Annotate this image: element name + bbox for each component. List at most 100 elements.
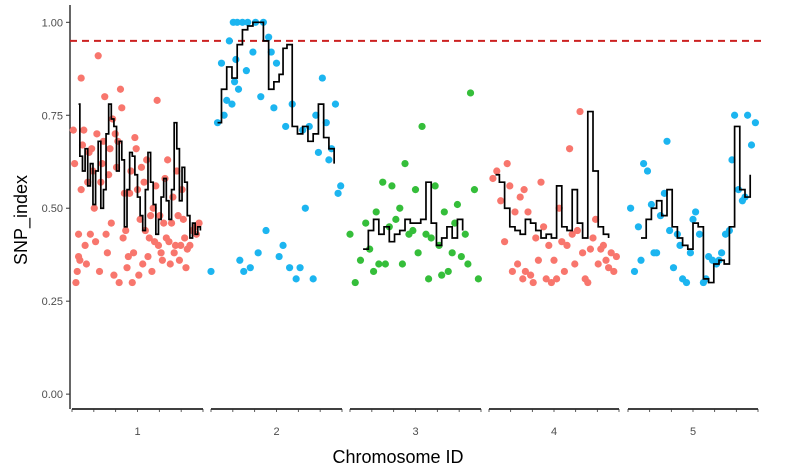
snp-point [692,208,700,216]
snp-point [605,264,613,272]
snp-point [207,267,215,276]
snp-point [129,249,138,257]
snp-point [230,78,239,86]
snp-point [331,100,340,108]
chromosome-5-group [627,111,760,287]
snp-point [566,145,574,153]
snp-point [88,145,96,153]
snp-point [520,186,528,194]
snp-point [94,52,102,60]
sliding-window-line-1 [78,103,202,239]
snp-point [379,178,387,186]
snp-point [521,267,530,276]
snp-point [233,18,241,26]
snp-point [448,249,456,257]
snp-point [511,208,519,216]
snp-point [375,260,383,268]
snp-point [213,119,222,127]
snp-point [602,256,610,264]
snp-point [607,249,615,257]
snp-point [573,226,582,235]
snp-point [165,238,173,246]
snp-point [470,186,479,194]
snp-point [682,278,691,287]
snp-point [236,256,244,264]
snp-point [457,252,465,261]
snp-point [744,111,752,119]
snp-point [90,204,98,212]
snp-point [118,104,126,112]
snp-point [550,256,558,264]
snp-point [301,204,309,212]
snp-point [137,163,146,171]
snp-point [516,193,524,201]
snp-point [95,267,104,276]
snp-point [174,212,182,220]
y-tick-label: 1.00 [42,17,63,29]
snp-point [666,226,674,235]
snp-point [124,252,132,261]
snp-point [135,271,143,279]
y-tick-label: 0.00 [42,389,63,401]
snp-point [160,219,168,227]
snp-point [718,249,726,257]
sliding-window-line-3 [363,181,464,250]
snp-point [381,260,389,268]
snp-point [493,167,501,175]
y-axis: 0.00 0.25 0.50 0.75 1.00 [42,5,71,409]
snp-point [369,267,378,276]
snp-point [257,93,265,101]
snp-point [440,208,448,216]
snp-point [69,126,77,134]
snp-point [93,130,101,138]
snp-point [154,241,163,249]
snp-point [76,256,84,264]
snp-point [524,208,532,216]
snp-point [91,238,100,246]
snp-point [157,249,165,257]
snp-point [589,234,597,242]
snp-point [558,238,566,246]
snp-point [115,278,123,287]
snp-point [653,249,661,257]
snp-point [127,167,135,175]
snp-point [270,104,278,112]
snp-point [586,245,595,253]
snp-point [238,18,247,26]
snp-point [147,212,155,220]
snp-point [101,93,109,101]
snp-point [438,271,446,279]
y-tick-label: 0.50 [42,203,63,215]
snp-point [272,59,281,67]
snp-point [249,48,257,56]
snp-point [627,204,635,212]
snp-point [128,278,136,287]
snp-point [72,278,80,287]
snp-point [77,186,85,194]
snp-point [610,267,618,276]
snp-point [731,111,739,119]
snp-point [503,160,511,168]
snp-point [234,85,243,93]
snp-point [232,55,240,64]
snp-point [123,264,131,272]
snp-point [228,100,236,108]
snp-point [223,96,231,104]
snp-point [669,264,678,272]
snp-point [148,267,156,276]
x-tick-label-1: 1 [134,426,140,438]
snp-point [74,230,83,238]
snp-point [314,148,323,157]
snp-point [401,160,409,168]
snp-point [131,133,139,142]
snp-point [195,219,203,227]
snp-point [262,226,270,235]
snp-point [346,230,354,238]
snp-point [563,241,571,249]
snp-point [532,234,540,242]
snp-point [425,275,433,283]
snp-point [747,141,756,149]
snp-point [630,267,639,276]
snp-point [254,249,262,257]
snp-point [643,167,652,175]
